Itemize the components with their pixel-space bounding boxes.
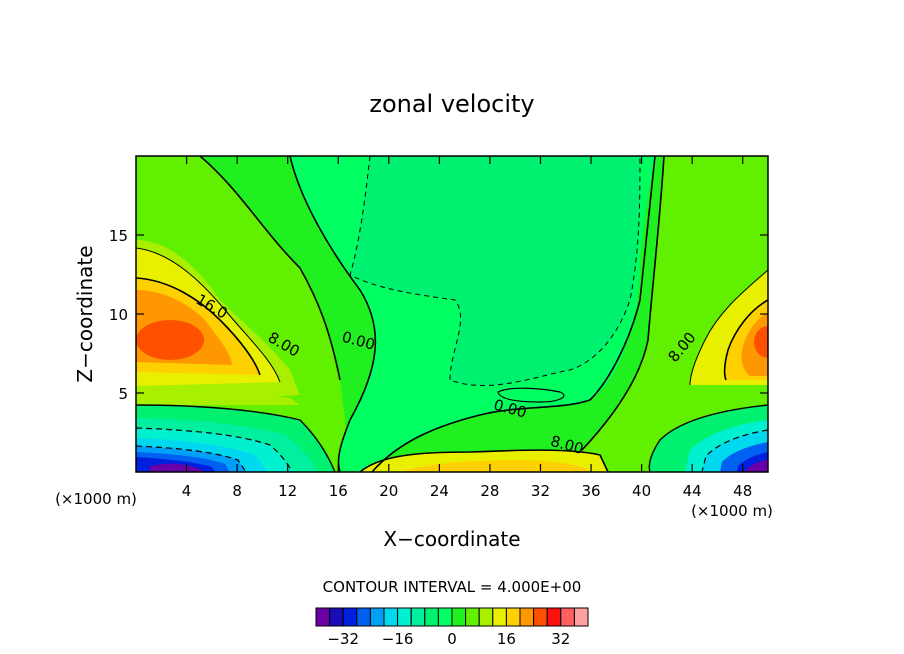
contour-line-16-left xyxy=(136,277,261,376)
colorbar-swatch xyxy=(315,607,331,627)
colorbar-swatch xyxy=(342,607,358,627)
colorbar-swatch xyxy=(451,607,467,627)
x-tick-label: 8 xyxy=(232,482,242,500)
colorbar-swatch xyxy=(369,607,385,627)
colorbar-tick-label: −16 xyxy=(382,630,414,648)
colorbar-swatch xyxy=(492,607,507,627)
y-tick-label: 10 xyxy=(109,306,128,324)
colorbar-tick-label: 16 xyxy=(497,630,516,648)
colorbar-tick-label: −32 xyxy=(327,630,359,648)
field-lower-right-min xyxy=(745,460,768,472)
x-tick-label: 20 xyxy=(379,482,398,500)
colorbar-swatch xyxy=(533,607,548,627)
contour-line-jet-right-core xyxy=(723,299,768,381)
field-center-negative xyxy=(350,156,640,386)
x-axis-ticks: 4 8 12 16 20 24 28 32 36 40 44 48 xyxy=(182,156,752,500)
contour-lines xyxy=(136,156,768,472)
x-tick-label: 40 xyxy=(632,482,651,500)
contour-interval-text: CONTOUR INTERVAL = 4.000E+00 xyxy=(323,578,582,596)
x-tick-label: 32 xyxy=(531,482,550,500)
x-unit-left: (×1000 m) xyxy=(55,490,137,508)
colorbar-swatch xyxy=(519,607,535,627)
colorbar-swatch xyxy=(505,607,521,627)
contour-line-lower-left-dash-2 xyxy=(136,445,247,472)
contour-line-8-right xyxy=(581,156,665,451)
x-tick-label: 16 xyxy=(329,482,348,500)
y-axis-ticks: 5 10 15 xyxy=(109,227,768,403)
colorbar-swatch xyxy=(478,607,494,627)
x-tick-label: 44 xyxy=(683,482,702,500)
x-axis-label: X−coordinate xyxy=(383,527,520,551)
contour-line-zero-left xyxy=(289,156,377,472)
colorbar-swatch xyxy=(465,607,480,627)
colorbar-swatch xyxy=(437,607,453,627)
x-tick-label: 28 xyxy=(480,482,499,500)
colorbar-swatch xyxy=(329,607,344,627)
colorbar-tick-label: 0 xyxy=(447,630,457,648)
field-left-jet-max xyxy=(136,320,204,360)
contour-line-bottom-8 xyxy=(359,449,609,472)
colorbar-swatch xyxy=(397,607,412,627)
contour-line-lower-right xyxy=(648,404,768,472)
x-tick-label: 12 xyxy=(278,482,297,500)
field-right-jet-max xyxy=(754,326,768,358)
field-left-low-yellow xyxy=(136,386,300,405)
y-axis-label: Z−coordinate xyxy=(73,245,97,382)
colorbar-swatch xyxy=(356,607,371,627)
colorbar: −32 −16 0 16 32 xyxy=(315,607,589,648)
x-tick-label: 24 xyxy=(430,482,449,500)
colorbar-swatch xyxy=(546,607,562,627)
contour-line-neg-dashed xyxy=(349,156,641,386)
contour-line-lower-left xyxy=(136,404,336,472)
colorbar-swatch xyxy=(410,607,426,627)
field-lower-left-min xyxy=(150,463,205,472)
colorbar-swatch xyxy=(573,607,589,627)
contour-line-jet-right xyxy=(689,269,768,386)
contour-line-lower-right-dash xyxy=(701,429,768,472)
x-unit-right: (×1000 m) xyxy=(691,502,773,520)
contour-field xyxy=(136,156,768,472)
x-tick-label: 36 xyxy=(581,482,600,500)
chart-title: zonal velocity xyxy=(369,90,534,118)
x-tick-label: 48 xyxy=(733,482,752,500)
colorbar-tick-label: 32 xyxy=(551,630,570,648)
y-tick-label: 15 xyxy=(109,227,128,245)
colorbar-swatch xyxy=(560,607,575,627)
contour-line-jet-left xyxy=(136,247,281,383)
y-tick-label: 5 xyxy=(118,385,128,403)
colorbar-swatch xyxy=(383,607,399,627)
field-bottom-jet-core xyxy=(400,460,590,472)
x-tick-label: 4 xyxy=(182,482,192,500)
contour-line-small-loop xyxy=(497,387,565,403)
colorbar-swatch xyxy=(424,607,439,627)
contour-line-zero-right xyxy=(371,156,656,472)
contour-line-8-left xyxy=(199,156,341,381)
